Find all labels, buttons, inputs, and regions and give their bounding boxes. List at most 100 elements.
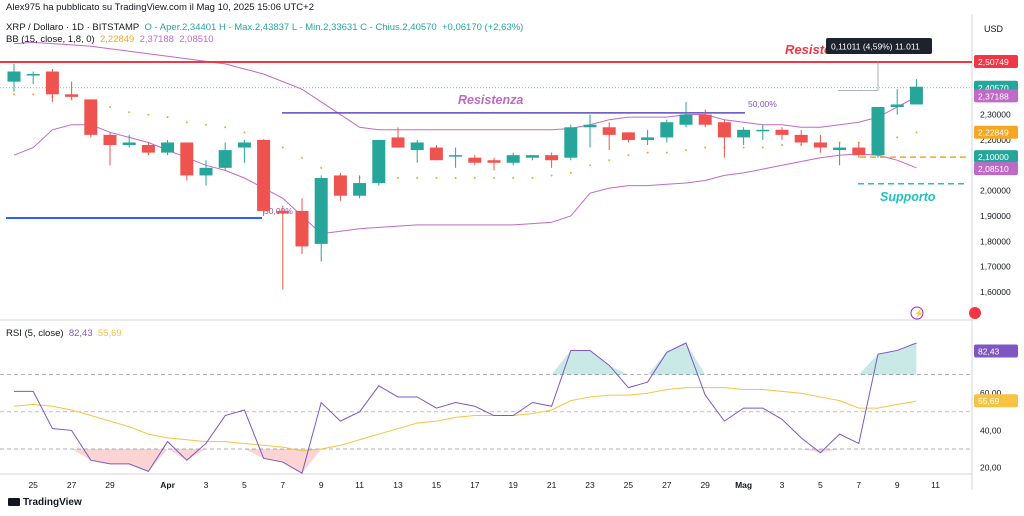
bb-middle-dot (781, 144, 783, 147)
candle-body (679, 114, 693, 125)
rsi-tick-label: 60,00 (980, 388, 1002, 398)
rsi-overbought-fill (551, 343, 917, 375)
rsi-axis-badge (974, 344, 1018, 358)
price-axis-badge (974, 89, 1018, 103)
candle-body (468, 157, 482, 163)
time-tick-label: 7 (856, 480, 861, 490)
candle-body (161, 142, 175, 153)
price-tick-label: 2,00000 (980, 186, 1011, 196)
time-tick-label: 19 (508, 480, 518, 490)
alert-icon (969, 307, 981, 319)
bb-middle-dot (301, 156, 303, 159)
bb-middle-dot (896, 136, 899, 139)
symbol-name[interactable]: XRP / Dollaro · 1D · BITSTAMP (6, 22, 140, 33)
time-tick-label: 23 (585, 480, 595, 490)
price-axis-badge (974, 162, 1018, 176)
bb-middle-dot (320, 166, 323, 169)
rsi-line (14, 342, 917, 474)
price-tick-label: 2,20000 (980, 135, 1011, 145)
ohlc-legend: XRP / Dollaro · 1D · BITSTAMP O - Aper.2… (6, 22, 523, 33)
measure-tooltip-text: 0,11011 (4,59%) 11.011 (831, 42, 920, 52)
price-tick-label: 1,70000 (980, 262, 1011, 272)
resistance-label-purple: Resistenza (458, 93, 523, 107)
time-tick-label: 11 (355, 480, 364, 490)
candle-body (890, 104, 904, 107)
bb-middle-dot (435, 176, 438, 179)
support-label: Supporto (880, 190, 936, 204)
bb-upper-line (13, 41, 917, 131)
time-tick-label: Apr (160, 480, 175, 490)
candle-body (602, 127, 616, 135)
candle-body (45, 71, 59, 95)
candle-body (84, 99, 98, 135)
candle-body (180, 142, 194, 176)
rsi-ma-value: 55,69 (97, 328, 122, 339)
candle-body (621, 132, 635, 140)
time-tick-label: 9 (319, 480, 324, 490)
bb-middle-dot (454, 176, 457, 179)
bb-value-lower: 2,08510 (179, 34, 214, 45)
bb-middle-dot (608, 159, 611, 162)
price-axis-badge-text: 2,08510 (978, 164, 1009, 174)
rsi-label: RSI (5, close) (6, 328, 64, 339)
time-tick-label: 3 (204, 480, 209, 490)
candle-body (410, 142, 424, 151)
candle-body (199, 167, 213, 176)
time-tick-label: 17 (470, 480, 480, 490)
bb-middle-dot (281, 146, 284, 149)
price-axis-badge (974, 150, 1018, 164)
bb-middle-dot (742, 146, 745, 149)
candle-body (737, 129, 751, 138)
candle-body (641, 137, 655, 140)
candle-body (276, 210, 290, 214)
time-tick-label: 25 (624, 480, 634, 490)
candle-body (353, 183, 367, 196)
candle-body (103, 134, 117, 146)
bb-middle-dot (915, 131, 918, 134)
candle-body (26, 74, 40, 76)
bb-middle-dot (493, 176, 495, 179)
time-tick-label: 11 (931, 480, 940, 490)
candle-body (871, 106, 885, 156)
candle-body (314, 177, 328, 244)
rsi-ma-line (13, 387, 917, 452)
bb-middle-dot (685, 149, 687, 152)
candle-body (257, 139, 271, 211)
candle-body (583, 124, 597, 128)
bb-legend[interactable]: BB (15, close, 1,8, 0) 2,22849 2,37188 2… (6, 34, 214, 45)
rsi-axis-badge (974, 394, 1018, 408)
candle-body (237, 142, 251, 148)
bb-middle-dot (416, 176, 419, 179)
tradingview-logo[interactable]: TradingView (8, 497, 82, 508)
candle-body (852, 147, 866, 156)
bb-middle-dot (665, 151, 668, 154)
bb-value-mid: 2,22849 (100, 34, 135, 45)
candle-body (564, 127, 578, 158)
price-tick-label: 1,60000 (980, 287, 1011, 297)
time-tick-label: 25 (28, 480, 38, 490)
candle-body (429, 147, 443, 161)
bb-middle-dot (128, 111, 131, 114)
bb-middle-dot (224, 126, 227, 129)
rsi-value: 82,43 (68, 328, 93, 339)
candle-body (794, 134, 808, 143)
lightning-icon-glyph: ⚡ (914, 308, 924, 318)
bb-middle-dot (589, 164, 591, 167)
candle-body (295, 210, 309, 247)
bb-middle-dot (512, 176, 515, 179)
published-info: Alex975 ha pubblicato su TradingView.com… (6, 2, 314, 13)
candle-body (372, 139, 386, 184)
rsi-axis-badge-text: 55,69 (978, 396, 1000, 406)
rsi-legend[interactable]: RSI (5, close) 82,43 55,69 (6, 328, 122, 339)
candle-body (506, 155, 520, 163)
currency-label: USD (984, 24, 1004, 34)
bb-label: BB (15, close, 1,8, 0) (6, 34, 95, 45)
candle-body (813, 142, 827, 148)
time-tick-label: 29 (700, 480, 710, 490)
tv-logo-text: TradingView (23, 497, 82, 508)
bb-middle-dot (147, 113, 150, 116)
price-axis-badge-text: 2,22849 (978, 128, 1009, 138)
time-tick-label: 5 (818, 480, 823, 490)
candle-body (122, 142, 136, 146)
